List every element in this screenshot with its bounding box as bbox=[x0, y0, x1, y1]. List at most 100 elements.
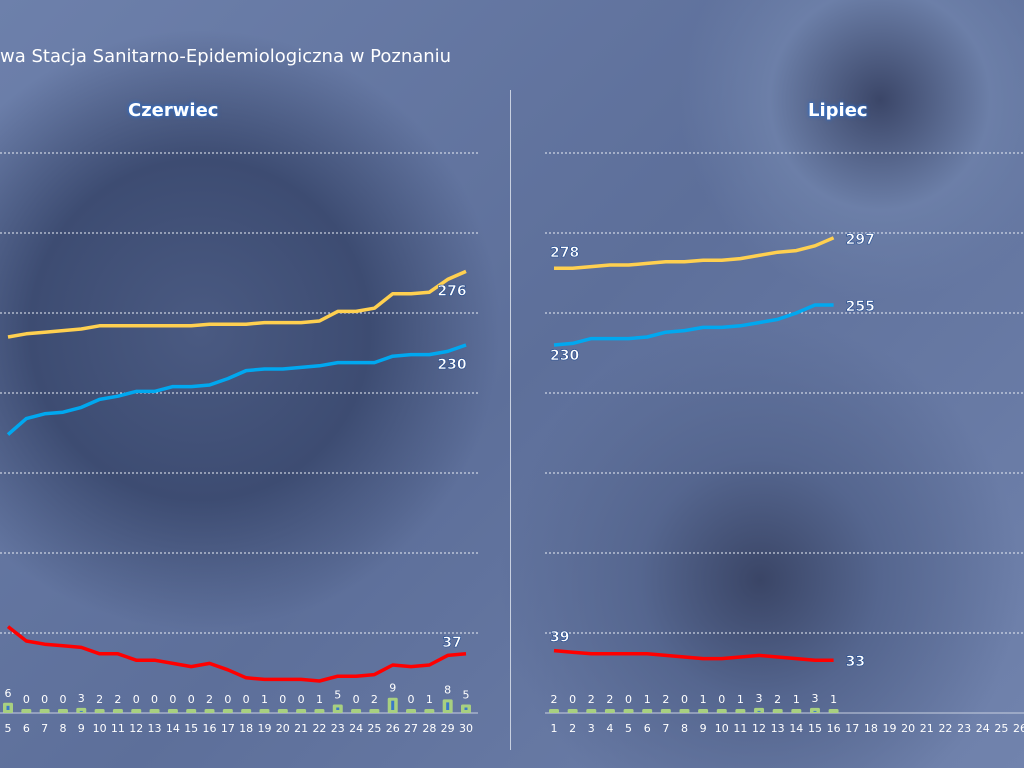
bar bbox=[131, 709, 142, 713]
bar-value-label: 0 bbox=[625, 693, 632, 706]
x-tick-label: 8 bbox=[59, 722, 66, 735]
bar-inner bbox=[79, 710, 83, 712]
bar bbox=[735, 709, 746, 713]
bar-value-label: 0 bbox=[408, 693, 415, 706]
bar-inner bbox=[757, 710, 761, 712]
bar-value-label: 1 bbox=[830, 693, 837, 706]
bar bbox=[21, 709, 32, 713]
bar-value-label: 0 bbox=[188, 693, 195, 706]
bar-value-label: 2 bbox=[206, 693, 213, 706]
bar-value-label: 0 bbox=[169, 693, 176, 706]
x-tick-label: 7 bbox=[662, 722, 669, 735]
x-tick-label: 15 bbox=[184, 722, 198, 735]
bar-value-label: 1 bbox=[793, 693, 800, 706]
bar-value-label: 0 bbox=[681, 693, 688, 706]
series-line-red bbox=[6, 625, 467, 683]
bar bbox=[754, 707, 765, 713]
bar bbox=[586, 709, 597, 713]
bar-inner bbox=[464, 707, 468, 710]
data-label-red: 33 bbox=[846, 654, 865, 670]
bar-inner bbox=[446, 702, 450, 710]
bar-value-label: 8 bbox=[444, 683, 451, 696]
x-tick-label: 9 bbox=[700, 722, 707, 735]
bar-value-label: 5 bbox=[463, 689, 470, 702]
x-tick-label: 14 bbox=[789, 722, 803, 735]
bar-value-label: 0 bbox=[23, 693, 30, 706]
bar-inner bbox=[391, 700, 395, 710]
x-tick-label: 15 bbox=[808, 722, 822, 735]
series-line-blue bbox=[553, 303, 834, 347]
bar-value-label: 0 bbox=[151, 693, 158, 706]
bar-value-label: 0 bbox=[353, 693, 360, 706]
x-tick-label: 8 bbox=[681, 722, 688, 735]
bar bbox=[791, 709, 802, 713]
bar-value-label: 2 bbox=[96, 693, 103, 706]
x-tick-label: 26 bbox=[386, 722, 400, 735]
bar-inner bbox=[336, 707, 340, 710]
x-tick-label: 6 bbox=[23, 722, 30, 735]
bar bbox=[424, 709, 435, 713]
bar bbox=[296, 709, 307, 713]
series-line-red bbox=[553, 648, 834, 662]
bar bbox=[406, 709, 417, 713]
x-tick-label: 7 bbox=[41, 722, 48, 735]
bar bbox=[698, 709, 709, 713]
chart-title-lipiec: Lipiec bbox=[808, 100, 868, 121]
bar-value-label: 0 bbox=[224, 693, 231, 706]
x-tick-label: 5 bbox=[5, 722, 12, 735]
x-tick-label: 10 bbox=[93, 722, 107, 735]
bar-value-label: 0 bbox=[133, 693, 140, 706]
bar-value-label: 2 bbox=[588, 693, 595, 706]
bar bbox=[76, 707, 87, 713]
x-tick-label: 14 bbox=[166, 722, 180, 735]
x-tick-label: 12 bbox=[752, 722, 766, 735]
bar bbox=[351, 709, 362, 713]
x-tick-label: 1 bbox=[551, 722, 558, 735]
x-tick-label: 25 bbox=[367, 722, 381, 735]
bar bbox=[186, 709, 197, 713]
bar-value-label: 0 bbox=[298, 693, 305, 706]
bar bbox=[623, 709, 634, 713]
bar bbox=[222, 709, 233, 713]
bar bbox=[39, 709, 50, 713]
bar bbox=[57, 709, 68, 713]
bar-value-label: 3 bbox=[756, 692, 763, 705]
x-tick-label: 11 bbox=[733, 722, 747, 735]
x-tick-label: 19 bbox=[257, 722, 271, 735]
bar bbox=[259, 709, 270, 713]
x-tick-label: 13 bbox=[148, 722, 162, 735]
x-tick-label: 27 bbox=[404, 722, 418, 735]
x-tick-label: 16 bbox=[203, 722, 217, 735]
bar-value-label: 0 bbox=[279, 693, 286, 706]
x-tick-label: 9 bbox=[78, 722, 85, 735]
bar bbox=[604, 709, 615, 713]
x-tick-label: 28 bbox=[422, 722, 436, 735]
bar bbox=[167, 709, 178, 713]
bar bbox=[716, 709, 727, 713]
x-tick-label: 23 bbox=[957, 722, 971, 735]
x-tick-label: 23 bbox=[331, 722, 345, 735]
bar-value-label: 2 bbox=[662, 693, 669, 706]
bar-value-label: 3 bbox=[78, 692, 85, 705]
bar-value-label: 2 bbox=[606, 693, 613, 706]
bar bbox=[112, 709, 123, 713]
x-tick-label: 3 bbox=[588, 722, 595, 735]
bar-value-label: 2 bbox=[774, 693, 781, 706]
bar bbox=[809, 707, 820, 713]
data-label-red: 39 bbox=[550, 630, 569, 646]
x-tick-label: 22 bbox=[312, 722, 326, 735]
x-tick-label: 30 bbox=[459, 722, 473, 735]
x-tick-label: 20 bbox=[276, 722, 290, 735]
bar-value-label: 2 bbox=[114, 693, 121, 706]
chart-divider bbox=[510, 90, 511, 750]
bar-value-label: 0 bbox=[569, 693, 576, 706]
x-tick-label: 17 bbox=[845, 722, 859, 735]
series-line-blue bbox=[6, 343, 467, 436]
x-tick-label: 17 bbox=[221, 722, 235, 735]
data-label-red: 37 bbox=[442, 635, 461, 651]
data-label-yellow: 297 bbox=[846, 232, 875, 248]
bar bbox=[660, 709, 671, 713]
chart-title-czerwiec: Czerwiec bbox=[128, 100, 219, 121]
data-label-blue: 255 bbox=[846, 299, 875, 315]
